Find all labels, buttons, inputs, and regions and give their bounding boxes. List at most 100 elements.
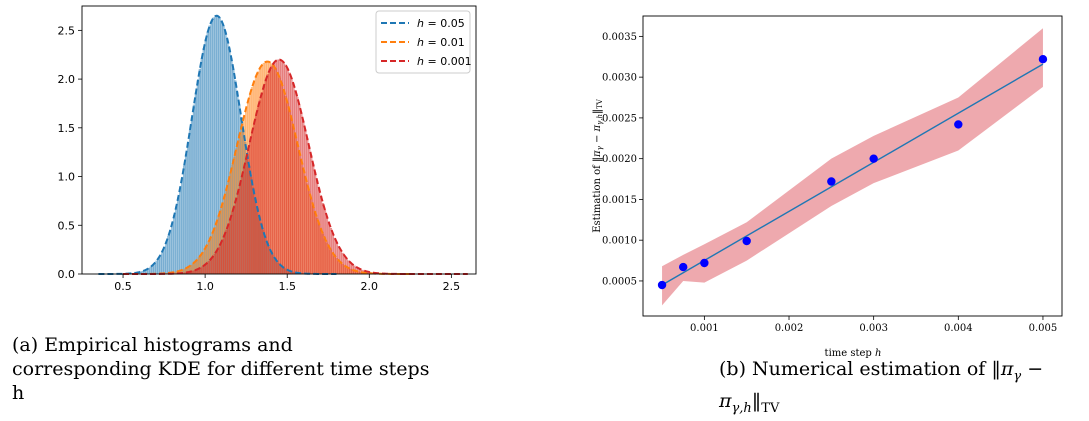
histogram-bar [314, 172, 316, 274]
histogram-bar [183, 166, 185, 274]
data-point [827, 177, 835, 185]
histogram-bar [189, 130, 191, 274]
histogram-bar [235, 198, 237, 274]
histogram-bar [195, 93, 197, 274]
histogram-bar [187, 142, 189, 274]
histogram-bar [177, 198, 179, 274]
y-tick-label: 0.0010 [602, 236, 637, 247]
histogram-bar [285, 65, 287, 274]
histogram-bar [289, 73, 291, 274]
legend: h = 0.05 h = 0.01 h = 0.001 [376, 11, 472, 73]
histogram-bar [199, 69, 201, 274]
data-point [742, 237, 750, 245]
data-point [658, 281, 666, 289]
histogram-bar [201, 58, 203, 274]
data-point [679, 263, 687, 271]
histogram-bar [161, 251, 163, 274]
caption-a: (a) Empirical histograms and correspondi… [12, 333, 432, 405]
histogram-bar [167, 236, 169, 274]
histogram-bar [261, 93, 263, 274]
histogram-bar [245, 158, 247, 274]
y-tick-label: 0.0030 [602, 73, 637, 84]
y-tick-label: 0.0005 [602, 276, 637, 287]
histogram-bar [320, 196, 322, 274]
histogram-bar [237, 191, 239, 274]
fit-line [662, 64, 1043, 285]
histogram-bar [294, 90, 296, 274]
histogram-bar [281, 60, 283, 274]
histogram-bar [225, 230, 227, 274]
histogram-bar [233, 206, 235, 274]
histogram-bars [128, 16, 383, 274]
histogram-bar [290, 78, 292, 274]
histogram-bar [156, 261, 158, 274]
y-tick-label: 0.0 [58, 268, 76, 281]
histogram-bar [185, 154, 187, 274]
x-tick-label: 0.5 [114, 280, 132, 293]
histogram-bar [224, 235, 226, 274]
x-tick-label: 0.004 [944, 323, 973, 334]
histogram-bar [296, 97, 298, 274]
x-tick-label: 2.5 [443, 280, 461, 293]
caption-b: (b) Numerical estimation of ‖πγ − πγ,h‖T… [719, 357, 1089, 421]
histogram-bar [302, 121, 304, 274]
histogram-bar [269, 70, 271, 274]
histogram-bar [239, 183, 241, 274]
histogram-bar [263, 86, 265, 274]
histogram-bar [218, 247, 220, 274]
legend-label: h = 0.01 [417, 36, 465, 49]
histogram-bar [192, 271, 194, 274]
y-tick-label: 0.0020 [602, 154, 637, 165]
histogram-bar [216, 251, 218, 274]
legend-label: h = 0.001 [417, 55, 472, 68]
histogram-bar [257, 108, 259, 275]
y-tick-label: 0.0015 [602, 195, 637, 206]
histogram-bar [336, 242, 338, 274]
histogram-bar [193, 105, 195, 274]
histogram-bar [191, 117, 193, 274]
histogram-bar [175, 207, 177, 274]
y-tick-label: 0.0035 [602, 32, 637, 43]
y-tick-label: 1.0 [58, 171, 76, 184]
histogram-bar [322, 203, 324, 274]
y-tick-label: 0.0025 [602, 113, 637, 124]
histogram-bar [306, 138, 308, 274]
histogram-bar [212, 257, 214, 274]
histogram-bar [229, 219, 231, 274]
histogram-bar [207, 32, 209, 274]
data-point [954, 120, 962, 128]
histogram-bar [202, 266, 204, 274]
histogram-bar [271, 66, 273, 274]
histogram-bar [179, 188, 181, 274]
histogram-bar [247, 150, 249, 274]
histogram-bar [310, 155, 312, 274]
confidence-band [662, 28, 1043, 305]
y-tick-label: 2.5 [58, 24, 76, 37]
x-tick-label: 1.0 [196, 280, 214, 293]
histogram-bar [255, 116, 257, 274]
data-point [1039, 55, 1047, 63]
histogram-bar [210, 259, 212, 274]
data-point [700, 259, 708, 267]
x-tick-label: 0.005 [1029, 323, 1058, 334]
histogram-bar [265, 80, 267, 274]
histogram-bar [203, 48, 205, 274]
histogram-bar [197, 81, 199, 274]
x-tick-label: 0.001 [690, 323, 719, 334]
histogram-bar [241, 175, 243, 274]
histogram-bar [251, 132, 253, 274]
histogram-bar [298, 105, 300, 274]
histogram-bar [279, 60, 281, 274]
histogram-bar [292, 84, 294, 274]
y-tick-label: 2.0 [58, 73, 76, 86]
histogram-bar [231, 212, 233, 274]
histogram-bar [214, 254, 216, 274]
histogram-bar [220, 244, 222, 274]
histogram-bar [318, 188, 320, 274]
histogram-bar [273, 63, 275, 274]
histogram-bar [330, 228, 332, 274]
legend-label: h = 0.05 [417, 17, 465, 30]
x-tick-label: 0.003 [859, 323, 888, 334]
histogram-bar [243, 167, 245, 274]
